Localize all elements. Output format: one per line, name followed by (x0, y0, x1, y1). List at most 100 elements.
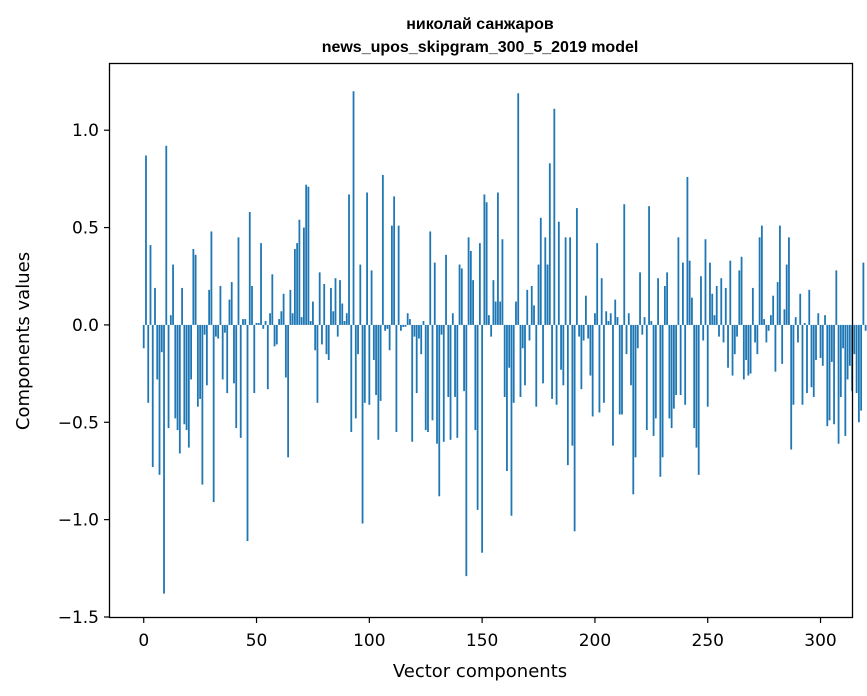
bar-series (142, 91, 867, 594)
bar (264, 321, 267, 325)
bar (379, 324, 382, 401)
y-tick-label: 1.0 (72, 121, 99, 141)
bar (774, 324, 777, 372)
bar (857, 324, 860, 423)
bar (666, 272, 669, 325)
bar (643, 317, 646, 325)
bar (657, 278, 659, 325)
bar (442, 324, 445, 442)
bar (799, 293, 802, 325)
bar (533, 305, 535, 325)
bar (537, 264, 540, 325)
bar (668, 324, 671, 419)
bar (386, 324, 389, 329)
bar (409, 319, 411, 325)
bar (682, 262, 684, 325)
bar (485, 202, 488, 325)
bar (817, 313, 820, 325)
bar (330, 287, 332, 325)
bar (553, 108, 556, 325)
bar (224, 324, 226, 333)
bar (492, 280, 495, 325)
bar (142, 324, 145, 349)
bar (239, 324, 242, 438)
bar (212, 324, 215, 503)
bar (427, 324, 429, 433)
bar (167, 324, 170, 429)
x-axis-label: Vector components (393, 661, 567, 682)
bar (815, 324, 817, 360)
bar (321, 324, 323, 345)
bar (332, 311, 335, 325)
bar (151, 324, 154, 468)
bar (767, 324, 770, 331)
bar (830, 324, 833, 362)
bar (675, 324, 678, 396)
bar (363, 324, 366, 403)
bar (639, 272, 641, 325)
bar (607, 321, 610, 325)
bar (242, 319, 244, 325)
bar (824, 315, 826, 325)
bar (652, 324, 655, 436)
bar (481, 324, 484, 553)
bar (569, 237, 572, 325)
bar (406, 313, 409, 325)
bar (390, 225, 393, 325)
bar (709, 262, 711, 325)
bar (359, 264, 362, 325)
bar (548, 163, 551, 325)
bar (314, 324, 317, 351)
bar (160, 324, 163, 353)
bar (253, 324, 256, 394)
bar (697, 324, 700, 475)
bar (418, 324, 420, 339)
bar (147, 324, 150, 403)
bar (754, 324, 756, 343)
bar (853, 324, 856, 355)
bar (237, 237, 240, 325)
bar (377, 324, 380, 440)
bar (860, 324, 863, 411)
bar (445, 254, 447, 325)
bar (293, 248, 296, 325)
bar (663, 285, 666, 325)
bar (199, 324, 202, 399)
bar (478, 243, 481, 325)
bar (839, 324, 842, 397)
bar (456, 324, 459, 438)
bar (429, 231, 432, 325)
bar (424, 324, 427, 431)
bar (835, 270, 838, 325)
bar (862, 262, 865, 325)
bar (325, 324, 328, 355)
bar (176, 324, 179, 431)
bar (785, 264, 788, 325)
bar (282, 293, 285, 325)
bar (183, 324, 186, 425)
bar (501, 239, 504, 325)
bar (731, 324, 734, 376)
bar (172, 264, 174, 325)
bar (573, 324, 576, 532)
bar (271, 274, 274, 325)
bar (792, 324, 795, 405)
bar (366, 192, 368, 325)
bar (372, 324, 375, 360)
bar (174, 324, 177, 419)
bar (210, 231, 213, 325)
bar (357, 324, 359, 355)
bar (769, 315, 772, 325)
bar (404, 324, 407, 327)
bar (440, 324, 443, 335)
bar (343, 321, 346, 325)
bar (510, 324, 513, 516)
bar (490, 324, 493, 337)
bar (393, 196, 396, 325)
bar (352, 91, 355, 325)
bar (575, 208, 578, 325)
bar (783, 309, 786, 325)
bar (797, 324, 799, 343)
bar (555, 324, 558, 405)
